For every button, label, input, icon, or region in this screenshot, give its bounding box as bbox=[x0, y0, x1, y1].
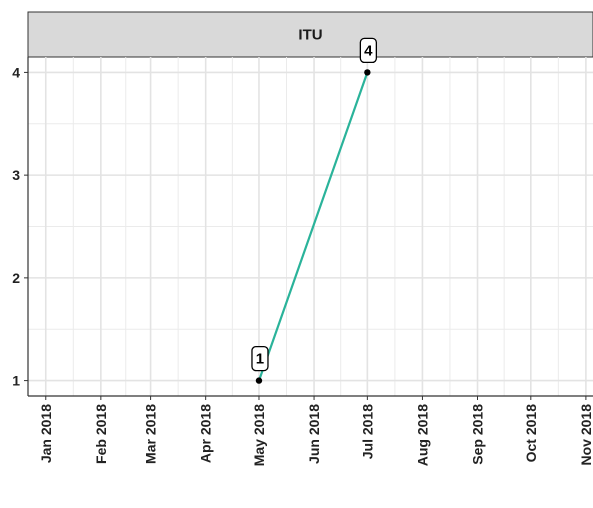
series-line bbox=[257, 72, 369, 381]
x-tick-label: May 2018 bbox=[251, 404, 267, 466]
y-tick-label: 2 bbox=[12, 270, 20, 286]
x-tick-label: Feb 2018 bbox=[93, 404, 109, 464]
x-tick-label: Nov 2018 bbox=[578, 404, 593, 466]
facet-strip-background bbox=[27, 11, 593, 58]
facet-title: ITU bbox=[298, 27, 322, 44]
x-tick-label: Jul 2018 bbox=[359, 404, 375, 459]
y-tick-label: 1 bbox=[12, 373, 20, 389]
series bbox=[255, 69, 371, 384]
x-tick-label: Apr 2018 bbox=[198, 404, 214, 463]
x-tick-label: Mar 2018 bbox=[143, 404, 159, 464]
data-label-text: 4 bbox=[364, 42, 373, 59]
x-tick-label: Sep 2018 bbox=[470, 404, 486, 465]
x-tick-label: Jan 2018 bbox=[38, 404, 54, 463]
y-tick-label: 4 bbox=[12, 64, 20, 80]
axes: 1 2 3 4 Jan 2018 Feb 2018 Mar 2018 Apr 2018 May … bbox=[12, 57, 593, 466]
y-tick-label: 3 bbox=[12, 167, 20, 183]
data-label-box bbox=[251, 345, 269, 372]
data-point bbox=[364, 69, 371, 76]
grid-lines bbox=[28, 57, 593, 396]
x-tick-label: Aug 2018 bbox=[414, 404, 430, 466]
data-labels: 14 bbox=[251, 37, 378, 372]
x-tick-label: Oct 2018 bbox=[523, 404, 539, 463]
data-label-text: 1 bbox=[256, 351, 264, 368]
facet-strip: ITU bbox=[27, 11, 593, 58]
data-label: 1 bbox=[251, 345, 269, 372]
data-label: 4 bbox=[359, 37, 378, 64]
x-tick-label: Jun 2018 bbox=[306, 404, 322, 464]
data-label-box bbox=[359, 37, 378, 64]
data-point bbox=[255, 377, 263, 384]
